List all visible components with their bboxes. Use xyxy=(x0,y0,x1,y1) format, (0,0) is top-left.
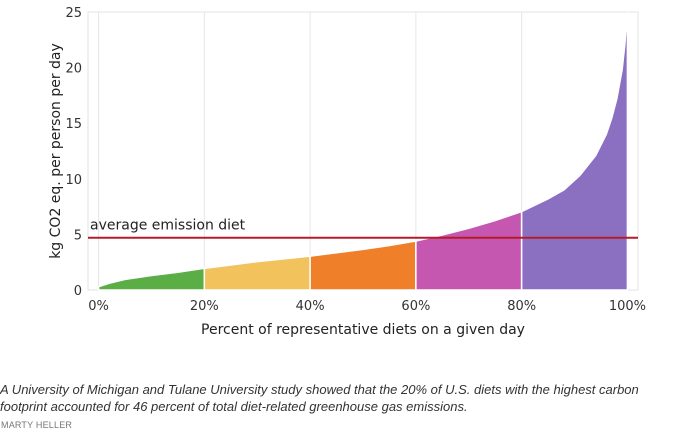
y-tick-label-2: 10 xyxy=(65,173,82,188)
figure-caption: A University of Michigan and Tulane Univ… xyxy=(0,382,639,414)
x-tick-label-2: 40% xyxy=(296,299,325,314)
chart-container: average emission diet 0 5 10 15 20 25 0% 20% 40% 6… xyxy=(48,6,646,338)
x-tick-label-4: 80% xyxy=(507,299,536,314)
y-tick-label-3: 15 xyxy=(65,117,82,132)
area-segment-4 xyxy=(520,11,629,291)
area-segment-3 xyxy=(415,210,523,291)
area-segment-1 xyxy=(203,255,311,291)
y-tick-label-4: 20 xyxy=(65,62,82,77)
emissions-chart: average emission diet 0 5 10 15 20 25 0% 20% 40% 6… xyxy=(48,6,646,338)
area-segment-0 xyxy=(97,267,206,291)
average-emission-label: average emission diet xyxy=(90,218,246,234)
x-tick-label-3: 60% xyxy=(401,299,430,314)
x-axis-title: Percent of representative diets on a giv… xyxy=(201,322,525,338)
x-tick-label-5: 100% xyxy=(609,299,646,314)
y-tick-label-1: 5 xyxy=(74,228,82,243)
y-axis-title: kg CO2 eq. per person per day xyxy=(48,43,64,259)
y-tick-label-0: 0 xyxy=(74,284,82,299)
x-tick-label-1: 20% xyxy=(190,299,219,314)
x-tick-label-0: 0% xyxy=(88,299,109,314)
area-segment-2 xyxy=(309,240,417,291)
y-tick-label-5: 25 xyxy=(65,6,82,21)
photo-credit: MARTY HELLER xyxy=(1,420,73,430)
